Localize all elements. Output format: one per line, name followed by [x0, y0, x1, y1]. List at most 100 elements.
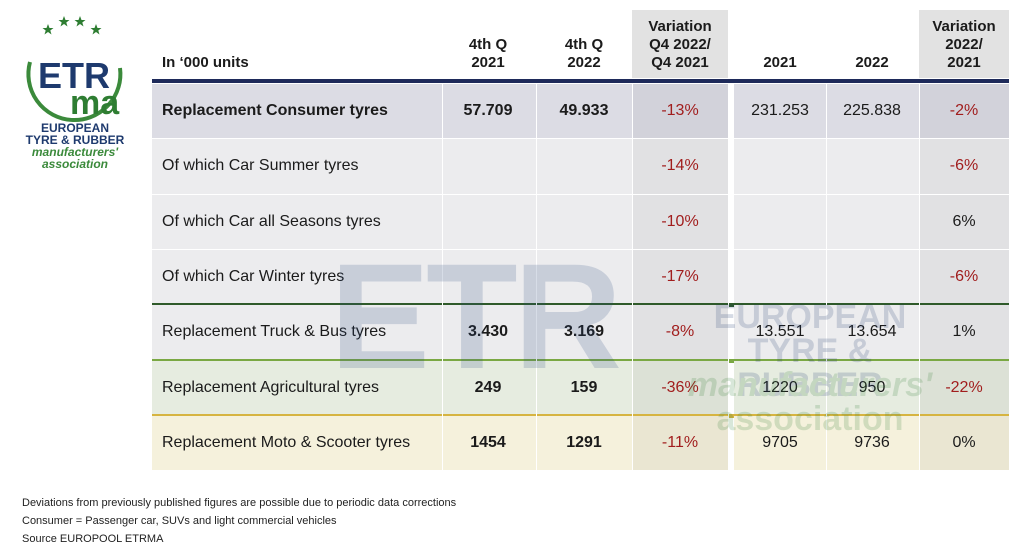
- table-cell: -36%: [661, 378, 699, 396]
- column-divider: [632, 84, 633, 472]
- column-header: 4th Q 2021: [468, 36, 508, 71]
- column-divider: [919, 84, 920, 472]
- variation-cell-bg: [632, 139, 728, 194]
- table-cell: [734, 250, 826, 304]
- header-separator: [152, 79, 1009, 83]
- table-cell: -6%: [949, 157, 979, 175]
- column-divider: [536, 84, 537, 472]
- table-cell: [826, 195, 918, 249]
- table-cell: 1454: [470, 433, 506, 451]
- table-cell: 1%: [952, 323, 976, 341]
- table-cell: 49.933: [559, 102, 609, 120]
- table-cell: -10%: [661, 212, 699, 230]
- row-bg: [734, 415, 1009, 471]
- row-label: Of which Car Summer tyres: [162, 157, 359, 175]
- column-header: 4th Q 2022: [564, 36, 604, 71]
- table-cell: 13.551: [755, 323, 805, 341]
- variation-cell-bg: [632, 194, 728, 249]
- table-cell: -17%: [661, 268, 699, 286]
- table-cell: [538, 195, 630, 249]
- variation-cell-bg: [919, 360, 1009, 415]
- variation-cell-bg: [919, 415, 1009, 471]
- column-divider: [826, 84, 827, 472]
- row-label: Replacement Truck & Bus tyres: [162, 323, 387, 341]
- variation-cell-bg: [632, 84, 728, 139]
- row-label: Replacement Consumer tyres: [162, 102, 388, 120]
- table-cell: 159: [570, 378, 598, 396]
- table-cell: -2%: [949, 102, 979, 120]
- table-cell: 225.838: [843, 102, 901, 120]
- row-label: Of which Car Winter tyres: [162, 268, 345, 286]
- column-header: 2021: [763, 54, 797, 71]
- table-cell: -13%: [661, 102, 699, 120]
- table-cell: 3.169: [563, 323, 605, 341]
- table-cell: 231.253: [751, 102, 809, 120]
- table-cell: 9705: [762, 433, 798, 451]
- variation-cell-bg: [632, 360, 728, 415]
- variation-cell-bg: [919, 194, 1009, 249]
- table-cell: [538, 139, 630, 193]
- logo-wordmark: EUROPEAN TYRE & RUBBER manufacturers' as…: [20, 122, 130, 170]
- table-cell: 249: [474, 378, 502, 396]
- table-cell: [734, 195, 826, 249]
- variation-cell-bg: [919, 84, 1009, 139]
- table-cell: 57.709: [463, 102, 513, 120]
- unit-label: In ‘000 units: [162, 54, 249, 71]
- variation-cell-bg: [919, 139, 1009, 194]
- row-bg: [734, 194, 1009, 249]
- table-cell: [442, 139, 534, 193]
- table-cell: -14%: [661, 157, 699, 175]
- variation-header-bg: [632, 10, 728, 78]
- table-cell: [826, 139, 918, 193]
- table-cell: -11%: [661, 433, 699, 451]
- column-divider: [728, 84, 729, 472]
- column-header: Variation 2022/ 2021: [932, 18, 996, 71]
- table-cell: [442, 195, 534, 249]
- logo-letters-top: ETR: [38, 55, 110, 96]
- column-divider: [442, 84, 443, 472]
- table-cell: -8%: [665, 323, 695, 341]
- logo-line-1: EUROPEAN: [40, 121, 109, 135]
- table-cell: 3.430: [467, 323, 509, 341]
- row-bg: [734, 305, 1009, 360]
- row-bg: [734, 249, 1009, 305]
- row-label: Replacement Agricultural tyres: [162, 378, 379, 396]
- table-cell: 1291: [566, 433, 602, 451]
- footnote: Source EUROPOOL ETRMA: [22, 533, 164, 545]
- footnote: Deviations from previously published fig…: [22, 497, 457, 509]
- row-bg: [734, 84, 1009, 139]
- table-cell: 6%: [952, 212, 976, 230]
- footnote: Consumer = Passenger car, SUVs and light…: [22, 515, 337, 527]
- table-cell: 1220: [762, 378, 798, 396]
- logo-line-2: TYRE & RUBBER: [25, 133, 125, 147]
- table-cell: 950: [858, 378, 886, 396]
- logo-letters-bottom: ma: [70, 84, 120, 122]
- logo-line-4: association: [41, 157, 109, 171]
- row-label: Of which Car all Seasons tyres: [162, 212, 381, 230]
- column-header: Variation Q4 2022/ Q4 2021: [648, 18, 712, 71]
- logo-stars: [42, 16, 102, 35]
- variation-cell-bg: [919, 305, 1009, 360]
- table-cell: [538, 250, 630, 304]
- table-cell: [734, 139, 826, 193]
- variation-header-bg: [919, 10, 1009, 78]
- table-cell: [826, 250, 918, 304]
- logo-line-3: manufacturers': [31, 145, 119, 159]
- table-cell: 0%: [952, 433, 976, 451]
- row-label: Replacement Moto & Scooter tyres: [162, 433, 411, 451]
- row-bg: [734, 139, 1009, 194]
- variation-cell-bg: [632, 415, 728, 471]
- logo-arc: [26, 61, 123, 123]
- variation-cell-bg: [919, 249, 1009, 305]
- table-cell: 13.654: [847, 323, 897, 341]
- table-cell: 9736: [854, 433, 890, 451]
- etrma-logo: ETR ma: [26, 16, 123, 123]
- variation-cell-bg: [632, 305, 728, 360]
- variation-cell-bg: [632, 249, 728, 305]
- footnotes: Deviations from previously published fig…: [22, 494, 456, 548]
- row-bg: [734, 360, 1009, 415]
- table-cell: -6%: [949, 268, 979, 286]
- table-cell: [442, 250, 534, 304]
- table-cell: -22%: [945, 378, 983, 396]
- column-header: 2022: [855, 54, 889, 71]
